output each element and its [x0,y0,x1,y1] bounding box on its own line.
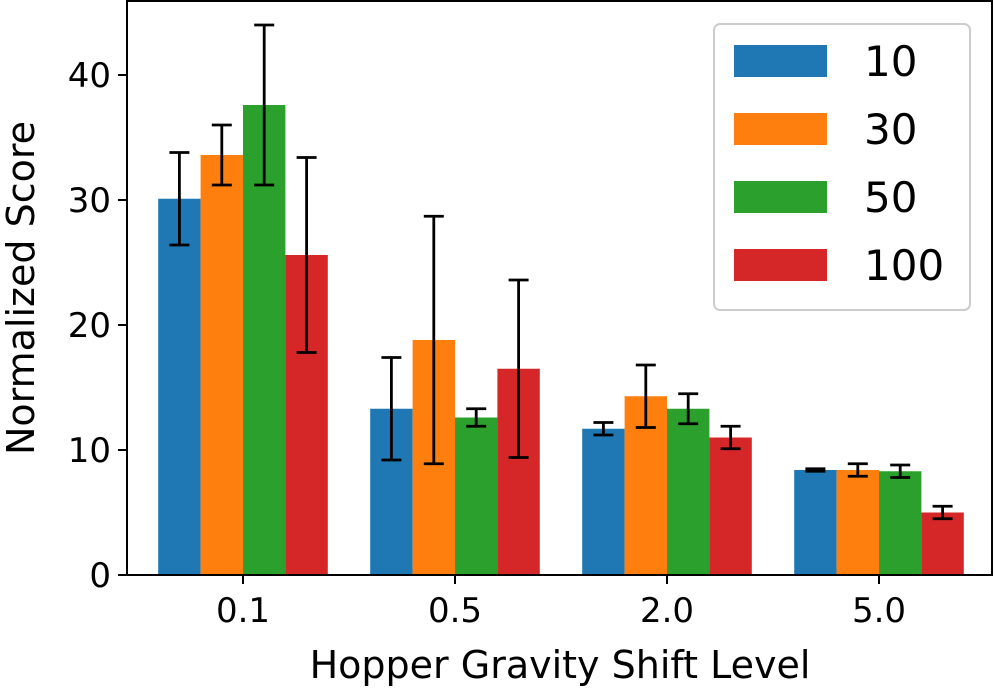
legend-label: 50 [864,173,917,222]
legend-item-30: 30 [734,105,917,154]
bar-10-0.1 [158,198,201,575]
legend-label: 30 [864,105,917,154]
error-bar-100-5.0 [932,504,953,521]
legend-swatch [734,181,827,213]
bar-50-0.5 [455,417,498,575]
bar-100-2.0 [709,437,752,575]
error-bar-100-0.1 [296,156,317,354]
x-tick-label: 5.0 [852,591,906,631]
legend-item-50: 50 [734,173,917,222]
legend-label: 100 [864,241,944,290]
error-bar-30-5.0 [847,462,868,478]
legend-label: 10 [864,37,917,86]
error-bar-50-5.0 [890,463,911,479]
x-axis-title: Hopper Gravity Shift Level [310,643,811,687]
error-bar-100-2.0 [720,424,741,451]
y-axis: 0 10 20 30 40 [68,56,127,596]
bar-10-2.0 [582,428,625,575]
y-tick-label: 20 [68,306,111,346]
error-bar-50-0.5 [466,407,487,428]
x-tick-label: 0.1 [216,591,270,631]
legend: 10 30 50 100 [713,23,971,311]
error-bar-30-0.5 [423,214,444,466]
y-tick-label: 40 [68,56,111,96]
error-bar-30-0.1 [211,123,232,187]
error-bar-10-0.5 [381,356,402,462]
plot-area [126,0,993,576]
legend-item-10: 10 [734,37,917,86]
error-bar-10-5.0 [805,467,826,473]
error-bar-50-2.0 [678,392,699,426]
bar-50-5.0 [879,471,922,575]
error-bar-10-2.0 [593,421,614,437]
x-axis: 0.1 0.5 2.0 5.0 [216,575,906,631]
y-tick-label: 10 [68,431,111,471]
x-tick-label: 0.5 [428,591,482,631]
error-bar-100-0.5 [508,278,529,459]
plot-frame [126,0,993,576]
error-bar-30-2.0 [635,363,656,429]
legend-item-100: 100 [734,241,944,290]
bar-100-5.0 [921,512,964,575]
bar-10-5.0 [794,470,837,575]
x-tick-label: 2.0 [640,591,694,631]
legend-swatch [734,113,827,145]
error-bar-50-0.1 [254,23,275,187]
y-tick-label: 0 [89,556,111,596]
bar-30-0.1 [200,155,243,575]
y-axis-title: Normalized Score [0,121,43,455]
legend-swatch [734,45,827,77]
legend-swatch [734,249,827,281]
error-bar-10-0.1 [169,151,190,247]
bar-30-5.0 [836,470,879,575]
y-tick-label: 30 [68,181,111,221]
bar-50-2.0 [667,408,710,575]
legend-box [713,23,971,311]
